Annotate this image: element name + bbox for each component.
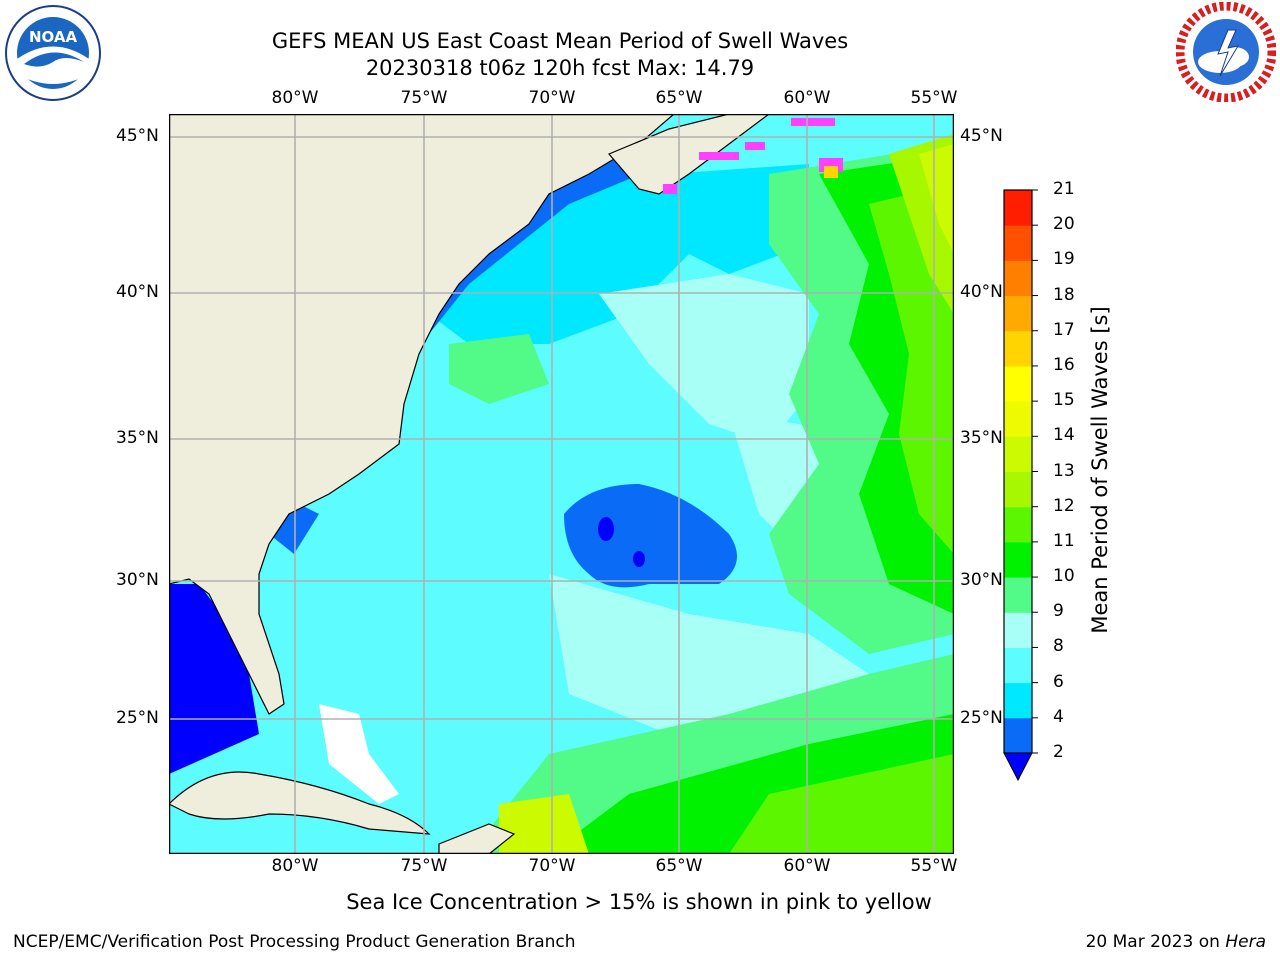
colorbar-segment — [1004, 295, 1032, 332]
colorbar — [995, 180, 1075, 790]
colorbar-tick-label: 19 — [1053, 249, 1075, 270]
lon-label-bottom: 70°W — [528, 856, 576, 876]
swell-period-map — [168, 113, 955, 855]
colorbar-segment — [1004, 647, 1032, 684]
colorbar-tick-label: 9 — [1053, 601, 1064, 622]
credit-right: 20 Mar 2023 on Hera — [1086, 932, 1266, 952]
colorbar-segment — [1004, 541, 1032, 578]
lat-label-right: 25°N — [960, 708, 1003, 728]
lat-label-left: 45°N — [116, 126, 159, 146]
noaa-logo: NOAA — [4, 4, 102, 102]
colorbar-segment — [1004, 612, 1032, 648]
colorbar-tick-label: 12 — [1053, 495, 1075, 516]
colorbar-segment — [1004, 401, 1032, 437]
colorbar-segment — [1004, 365, 1032, 402]
lon-label-bottom: 75°W — [400, 856, 448, 876]
lat-label-left: 35°N — [116, 428, 159, 448]
colorbar-segment — [1004, 225, 1032, 261]
lon-label-top: 70°W — [528, 88, 576, 108]
noaa-logo-text: NOAA — [29, 28, 78, 46]
colorbar-tick-label: 6 — [1053, 671, 1064, 692]
lon-label-top: 65°W — [655, 88, 703, 108]
lon-label-top: 80°W — [271, 88, 319, 108]
colorbar-tick-label: 2 — [1053, 742, 1064, 762]
colorbar-tick-label: 10 — [1053, 566, 1075, 587]
lat-label-left: 25°N — [116, 708, 159, 728]
colorbar-segment — [1004, 717, 1032, 754]
nws-logo — [1175, 1, 1277, 103]
credit-date: 20 Mar 2023 on — [1085, 932, 1226, 952]
lon-label-top: 55°W — [910, 88, 958, 108]
colorbar-tick-label: 4 — [1053, 706, 1064, 727]
colorbar-segment — [1004, 260, 1032, 297]
lon-label-bottom: 80°W — [271, 856, 319, 876]
lon-label-bottom: 55°W — [910, 856, 958, 876]
colorbar-title: Mean Period of Swell Waves [s] — [1088, 306, 1112, 634]
sea-ice-note: Sea Ice Concentration > 15% is shown in … — [346, 890, 932, 914]
lat-label-right: 30°N — [960, 570, 1003, 590]
lon-label-bottom: 60°W — [783, 856, 831, 876]
colorbar-segment — [1004, 471, 1032, 508]
colorbar-tick-label: 11 — [1053, 530, 1075, 551]
map-panel — [168, 113, 955, 855]
colorbar-segment — [1004, 190, 1032, 226]
colorbar-tick-label: 13 — [1053, 460, 1075, 481]
lat-label-right: 35°N — [960, 428, 1003, 448]
lat-label-right: 45°N — [960, 126, 1003, 146]
colorbar-tick-label: 16 — [1053, 354, 1075, 375]
colorbar-segment — [1004, 506, 1032, 543]
colorbar-segment — [1004, 330, 1032, 367]
credit-left: NCEP/EMC/Verification Post Processing Pr… — [13, 932, 576, 952]
chart-title: GEFS MEAN US East Coast Mean Period of S… — [271, 29, 849, 53]
colorbar-tick-label: 15 — [1053, 390, 1075, 411]
colorbar-tick-label: 17 — [1053, 319, 1075, 340]
colorbar-tick-label: 21 — [1053, 179, 1075, 199]
colorbar-tick-label: 14 — [1053, 425, 1075, 446]
lat-label-right: 40°N — [960, 282, 1003, 302]
lat-label-left: 30°N — [116, 570, 159, 590]
lon-label-top: 75°W — [400, 88, 448, 108]
colorbar-tick-label: 18 — [1053, 284, 1075, 305]
lon-label-top: 60°W — [783, 88, 831, 108]
colorbar-tick-label: 8 — [1053, 636, 1064, 657]
colorbar-tick-label: 20 — [1053, 214, 1075, 235]
colorbar-segment — [1004, 577, 1032, 613]
credit-host: Hera — [1225, 932, 1266, 952]
lon-label-bottom: 65°W — [655, 856, 703, 876]
colorbar-segment — [1004, 436, 1032, 472]
lat-label-left: 40°N — [116, 282, 159, 302]
colorbar-segment — [1004, 682, 1032, 719]
colorbar-extend-arrow — [1003, 752, 1033, 782]
chart-subtitle: 20230318 t06z 120h fcst Max: 14.79 — [365, 56, 755, 80]
